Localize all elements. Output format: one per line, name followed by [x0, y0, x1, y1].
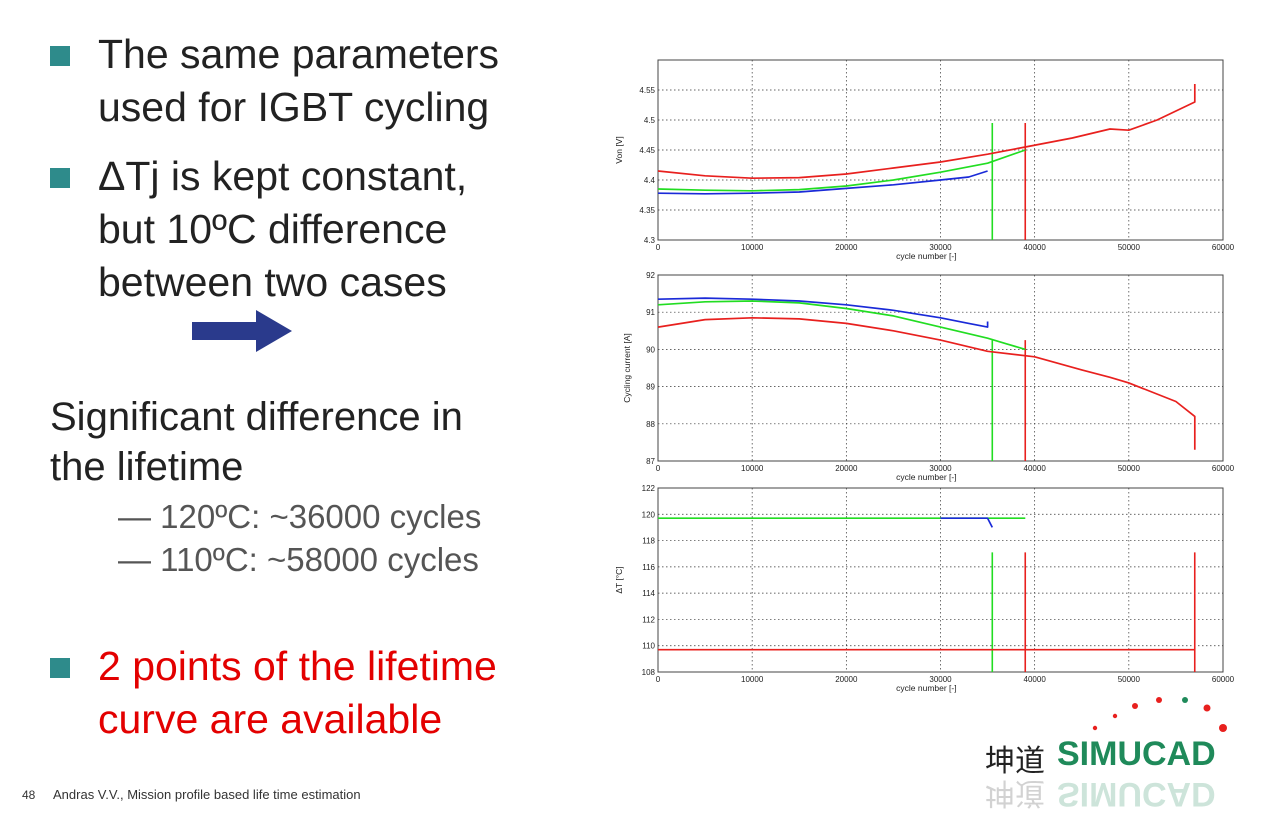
y-tick-label: 112 — [642, 615, 655, 624]
x-tick-label: 40000 — [1024, 464, 1047, 473]
bullet-text: 2 points of the lifetime curve are avail… — [98, 643, 497, 742]
y-tick-label: 88 — [646, 420, 655, 429]
y-tick-label: 114 — [642, 589, 655, 598]
bullet-square-icon — [50, 46, 70, 66]
x-tick-label: 60000 — [1212, 243, 1235, 252]
x-tick-label: 10000 — [741, 464, 764, 473]
x-tick-label: 60000 — [1212, 464, 1235, 473]
chart-1: 0 10000 20000 30000 40000 50000 60000 4.3 4.35 4.… — [614, 59, 1235, 261]
series-line-2 — [657, 300, 1026, 351]
y-tick-label: 108 — [642, 668, 656, 677]
x-tick-label: 50000 — [1118, 464, 1141, 473]
bullet-same-parameters: The same parameters used for IGBT cyclin… — [50, 28, 499, 134]
bullet-delta-tj: ΔTj is kept constant, but 10ºC differenc… — [50, 150, 467, 309]
logo-brand-text: SIMUCAD — [1057, 735, 1216, 773]
logo-chinese-reflection: 坤道 — [985, 776, 1045, 809]
x-tick-label: 40000 — [1024, 675, 1047, 684]
bullet-lifetime-points: 2 points of the lifetime curve are avail… — [50, 640, 497, 746]
footer-citation: Andras V.V., Mission profile based life … — [53, 787, 361, 802]
bullet-text: ΔTj is kept constant, but 10ºC differenc… — [98, 153, 468, 305]
chart-3: 0 10000 20000 30000 40000 50000 60000 108 110 112… — [614, 484, 1235, 693]
x-tick-label: 50000 — [1118, 675, 1141, 684]
y-axis-label: Von [V] — [614, 136, 624, 163]
x-axis-label: cycle number [-] — [896, 251, 956, 261]
x-tick-label: 30000 — [929, 464, 952, 473]
y-tick-label: 4.45 — [639, 146, 655, 155]
page-number: 48 — [22, 788, 36, 802]
y-tick-label: 91 — [646, 308, 655, 317]
y-tick-label: 90 — [646, 345, 655, 354]
logo-chinese-text: 坤道 — [985, 745, 1045, 778]
sub-item-110: — 110ºC: ~58000 cycles — [118, 541, 479, 578]
x-tick-label: 10000 — [741, 243, 764, 252]
sub-item-120: — 120ºC: ~36000 cycles — [118, 498, 482, 535]
x-tick-label: 60000 — [1212, 675, 1235, 684]
series-line-1 — [657, 316, 1196, 450]
y-tick-label: 89 — [646, 383, 655, 392]
series-line-3 — [657, 170, 988, 195]
y-axis-label: Cycling current [A] — [622, 333, 632, 402]
x-tick-label: 0 — [656, 675, 661, 684]
y-tick-label: 87 — [646, 457, 655, 466]
significant-difference-heading: Significant difference in the lifetime — [50, 395, 463, 489]
right-arrow-icon — [192, 310, 292, 352]
y-tick-label: 110 — [642, 642, 655, 651]
y-tick-label: 4.55 — [639, 86, 655, 95]
series-line-2 — [657, 149, 1026, 192]
x-tick-label: 20000 — [835, 675, 858, 684]
y-tick-label: 118 — [642, 537, 655, 546]
y-axis-label: ΔT [°C] — [614, 566, 624, 593]
logo-dots-icon — [1092, 697, 1227, 732]
x-tick-label: 20000 — [835, 243, 858, 252]
y-tick-label: 4.3 — [644, 236, 656, 245]
series-line-3 — [940, 517, 994, 528]
x-axis-label: cycle number [-] — [896, 472, 956, 482]
y-tick-label: 4.35 — [639, 206, 655, 215]
x-axis-label: cycle number [-] — [896, 683, 956, 693]
logo-brand-reflection: SIMUCAD — [1057, 775, 1216, 813]
y-tick-label: 4.4 — [644, 176, 656, 185]
y-tick-label: 122 — [642, 484, 656, 493]
x-tick-label: 0 — [656, 243, 661, 252]
plot-frame — [657, 59, 1224, 241]
simucad-logo: 坤道 坤道 SIMUCAD SIMUCAD — [975, 690, 1235, 813]
x-tick-label: 30000 — [929, 243, 952, 252]
bullet-square-icon — [50, 658, 70, 678]
x-tick-label: 40000 — [1024, 243, 1047, 252]
x-tick-label: 30000 — [929, 675, 952, 684]
series-line-1 — [657, 84, 1196, 180]
charts-panel: 0 10000 20000 30000 40000 50000 60000 4.3 4.35 4.… — [614, 59, 1235, 693]
x-tick-label: 10000 — [741, 675, 764, 684]
bullet-square-icon — [50, 168, 70, 188]
x-tick-label: 0 — [656, 464, 661, 473]
y-tick-label: 92 — [646, 271, 655, 280]
x-tick-label: 50000 — [1118, 243, 1141, 252]
y-tick-label: 4.5 — [644, 116, 656, 125]
y-tick-label: 116 — [642, 563, 655, 572]
bullet-text: The same parameters used for IGBT cyclin… — [98, 31, 500, 130]
chart-2: 0 10000 20000 30000 40000 50000 60000 87 88 89 90 9… — [622, 271, 1235, 482]
x-tick-label: 20000 — [835, 464, 858, 473]
y-tick-label: 120 — [642, 510, 656, 519]
series-line-3 — [657, 297, 989, 328]
